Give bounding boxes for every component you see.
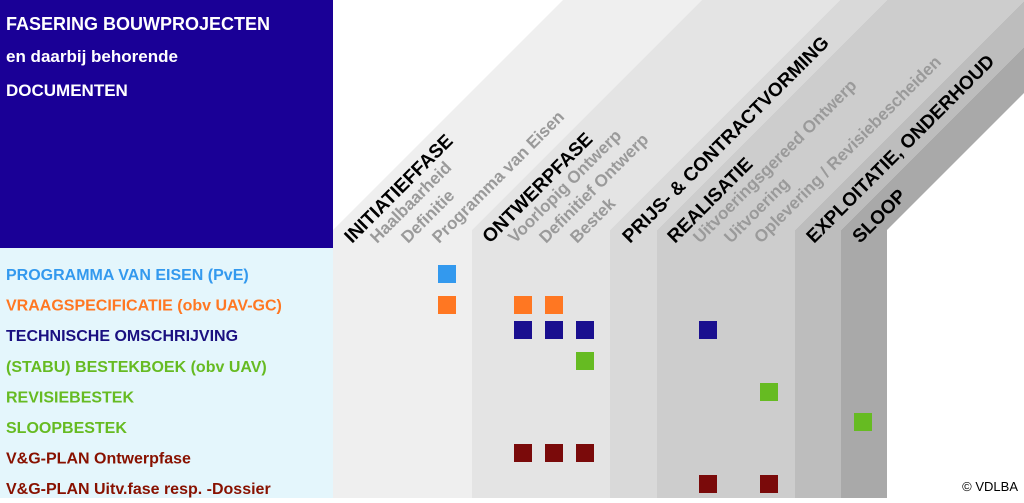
row-label: (STABU) BESTEKBOEK (obv UAV) <box>6 359 267 376</box>
rows-box <box>0 248 333 498</box>
copyright: © VDLBA <box>962 479 1018 494</box>
header-line: FASERING BOUWPROJECTEN <box>6 14 270 34</box>
cell-mark <box>545 444 563 462</box>
phase-band <box>841 47 1024 498</box>
header-line: DOCUMENTEN <box>6 81 128 100</box>
phase-band <box>472 0 840 498</box>
row-label: REVISIEBESTEK <box>6 389 134 406</box>
row-label: TECHNISCHE OMSCHRIJVING <box>6 328 238 345</box>
header-box <box>0 0 333 248</box>
row-label: SLOOPBESTEK <box>6 420 127 437</box>
cell-mark <box>576 352 594 370</box>
cell-mark <box>699 321 717 339</box>
cell-mark <box>576 444 594 462</box>
cell-mark <box>576 321 594 339</box>
row-label: V&G-PLAN Uitv.fase resp. -Dossier <box>6 481 271 498</box>
row-label: PROGRAMMA VAN EISEN (PvE) <box>6 267 249 284</box>
cell-mark <box>760 475 778 493</box>
header-line: en daarbij behorende <box>6 47 178 66</box>
phase-band <box>795 1 1024 498</box>
cell-mark <box>760 383 778 401</box>
cell-mark <box>545 321 563 339</box>
cell-mark <box>699 475 717 493</box>
matrix-marks <box>438 265 872 493</box>
cell-mark <box>514 296 532 314</box>
cell-mark <box>545 296 563 314</box>
phase-bands <box>333 0 1024 498</box>
row-labels: PROGRAMMA VAN EISEN (PvE) VRAAGSPECIFICAT… <box>6 267 282 498</box>
cell-mark <box>514 321 532 339</box>
phase-band <box>657 0 1024 498</box>
cell-mark <box>438 265 456 283</box>
phase-band <box>333 0 702 498</box>
phase-band <box>610 0 887 498</box>
row-label: VRAAGSPECIFICATIE (obv UAV-GC) <box>6 298 282 315</box>
cell-mark <box>854 413 872 431</box>
cell-mark <box>514 444 532 462</box>
cell-mark <box>438 296 456 314</box>
row-label: V&G-PLAN Ontwerpfase <box>6 451 191 468</box>
